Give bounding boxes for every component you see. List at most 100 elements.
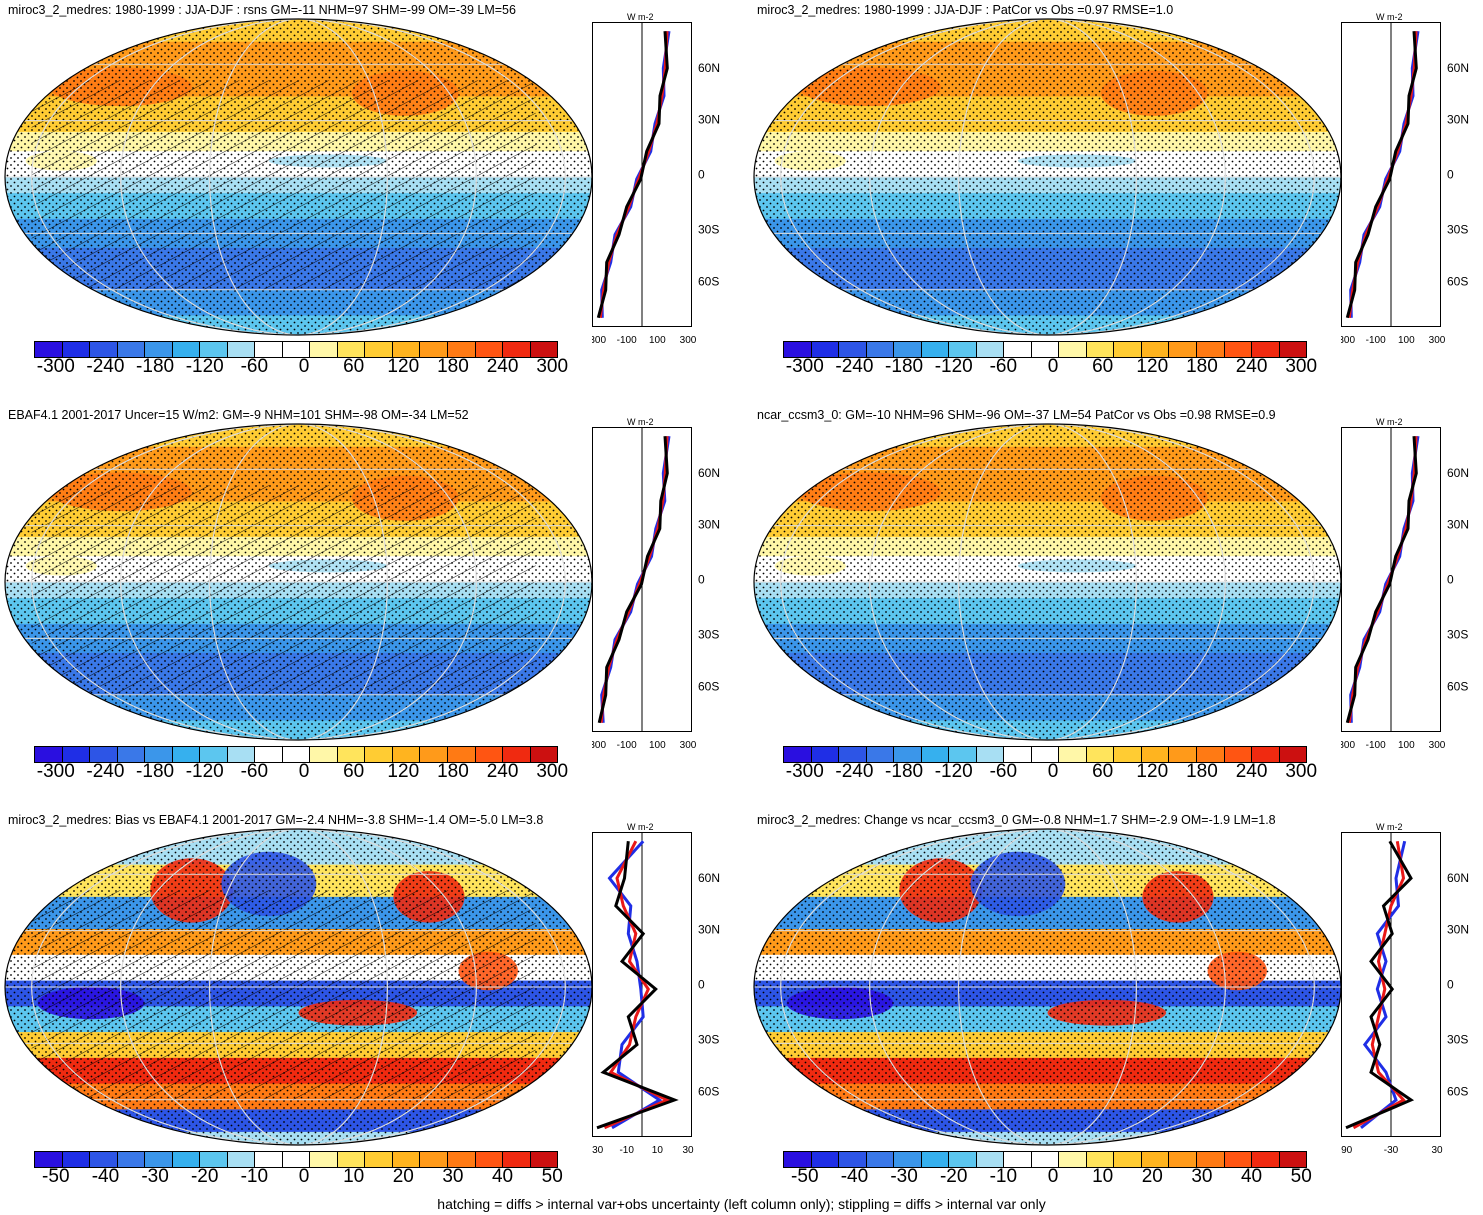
colorbar-cell <box>921 342 950 357</box>
profile-unit: W m-2 <box>627 822 654 832</box>
colorbar-cell <box>1279 1152 1307 1167</box>
graticule-lon <box>120 424 477 740</box>
colorbar-tick-label: 240 <box>1235 356 1268 377</box>
colorbar-cell <box>420 342 448 357</box>
colorbar-cell <box>255 1152 283 1167</box>
panel-5: miroc3_2_medres: Bias vs EBAF4.1 2001-20… <box>0 810 740 1210</box>
colorbar-cell <box>1224 1152 1253 1167</box>
colorbar-cell <box>530 747 558 762</box>
zonal-profile: 60N 30N 0 30S 60S W m-2 -30 -10 10 30 <box>592 822 720 1156</box>
colorbar-cell <box>35 342 63 357</box>
colorbar-cell <box>866 342 895 357</box>
colorbar-cell <box>866 747 895 762</box>
colorbar-cell <box>365 342 393 357</box>
profile-x-tick: 100 <box>649 335 666 346</box>
hatching <box>31 80 536 290</box>
colorbar-tick-label: 240 <box>486 761 519 782</box>
colorbar-cell <box>1114 1152 1142 1167</box>
profile-x-tick: 300 <box>680 740 697 751</box>
colorbar-cell <box>894 747 922 762</box>
colorbar-cell <box>921 747 950 762</box>
colorbar-tick-label: 50 <box>1290 1166 1312 1187</box>
profile-lat-label: 30N <box>1447 518 1469 532</box>
colorbar-cell <box>784 747 812 762</box>
profile-lat-label: 30S <box>698 1032 719 1046</box>
colorbar-cell <box>475 342 504 357</box>
panel-1: miroc3_2_medres: 1980-1999 : JJA-DJF : r… <box>0 0 740 400</box>
panel-title: miroc3_2_medres: Bias vs EBAF4.1 2001-20… <box>8 813 544 827</box>
colorbar-cell <box>1141 747 1170 762</box>
colorbar-cell <box>1196 1152 1225 1167</box>
profile-x-tick: 10 <box>652 1145 664 1156</box>
colorbar-cell <box>310 1152 338 1167</box>
colorbar-cell <box>337 1152 366 1167</box>
colorbar-tick-label: -120 <box>185 356 224 377</box>
profile-lat-label: 30N <box>698 113 720 127</box>
colorbar-tick-label: -40 <box>91 1166 120 1187</box>
colorbar-tick-label: -50 <box>791 1166 819 1187</box>
colorbar-tick-label: 240 <box>1235 761 1268 782</box>
profile-lat-label: 0 <box>698 573 705 587</box>
colorbar-cell <box>1196 747 1225 762</box>
colorbar-cell <box>310 342 338 357</box>
profile-unit: W m-2 <box>1376 12 1403 22</box>
colorbar-cell <box>1169 1152 1197 1167</box>
map-field <box>754 19 1341 335</box>
profile-lat-label: 30N <box>1447 113 1469 127</box>
colorbar-cell <box>1031 342 1060 357</box>
panel-title: EBAF4.1 2001-2017 Uncer=15 W/m2: GM=-9 N… <box>8 408 469 422</box>
colorbar <box>783 746 1307 763</box>
profile-lat-label: 60S <box>1447 1084 1468 1098</box>
profile-x-tick: -100 <box>1366 335 1386 346</box>
colorbar-cell <box>1059 747 1087 762</box>
profile-line-obs <box>1349 435 1420 723</box>
profile-x-tick: 300 <box>1429 335 1446 346</box>
colorbar-cell <box>1169 747 1197 762</box>
profile-line-obs <box>1360 840 1407 1129</box>
colorbar-tick-label: -60 <box>989 356 1018 377</box>
colorbar-tick-label: 300 <box>536 356 569 377</box>
profile-x-tick: -300 <box>1341 335 1355 346</box>
colorbar-tick-label: 50 <box>541 1166 563 1187</box>
colorbar-cell <box>282 1152 311 1167</box>
colorbar-cell <box>227 747 256 762</box>
colorbar-cell <box>392 747 421 762</box>
graticule-lon <box>958 829 1137 1145</box>
colorbar-cell <box>1059 342 1087 357</box>
profile-unit: W m-2 <box>1376 417 1403 427</box>
profile-lat-label: 0 <box>1447 978 1454 992</box>
colorbar-cell <box>1086 342 1115 357</box>
map <box>4 423 593 741</box>
profile-x-tick: -300 <box>592 740 606 751</box>
profile-lat-label: 30S <box>1447 222 1468 236</box>
colorbar-tick-label: 180 <box>437 761 469 782</box>
colorbar-cell <box>90 1152 118 1167</box>
colorbar-tick-label: -120 <box>934 761 973 782</box>
colorbar-cell <box>503 1152 531 1167</box>
colorbar-tick-label: -300 <box>36 761 75 782</box>
profile-x-tick: -100 <box>1366 740 1386 751</box>
profile-lat-label: 60N <box>1447 871 1469 885</box>
colorbar-cell <box>365 1152 393 1167</box>
profile-x-tick: 100 <box>1398 740 1415 751</box>
profile-lat-label: 60N <box>698 61 720 75</box>
colorbar-tick-label: -10 <box>240 1166 269 1187</box>
colorbar-cell <box>90 747 118 762</box>
profile-x-tick: -30 <box>592 1145 604 1156</box>
colorbar-cell <box>1004 747 1032 762</box>
graticule-lon <box>958 19 1137 335</box>
map <box>753 423 1342 741</box>
colorbar-cell <box>1114 342 1142 357</box>
colorbar-cell <box>1252 342 1280 357</box>
colorbar-cell <box>117 342 146 357</box>
colorbar-cell <box>866 1152 895 1167</box>
map <box>4 18 593 336</box>
colorbar-cell <box>172 342 201 357</box>
graticule-lon <box>209 424 388 740</box>
footnote: hatching = diffs > internal var+obs unce… <box>437 1196 1046 1212</box>
profile-x-tick: 100 <box>1398 335 1415 346</box>
colorbar <box>34 341 558 358</box>
colorbar-tick-label: -20 <box>939 1166 968 1187</box>
colorbar-cell <box>337 342 366 357</box>
zonal-profile: 60N 30N 0 30S 60S W m-2 -300 -100 100 300 <box>1341 12 1469 346</box>
